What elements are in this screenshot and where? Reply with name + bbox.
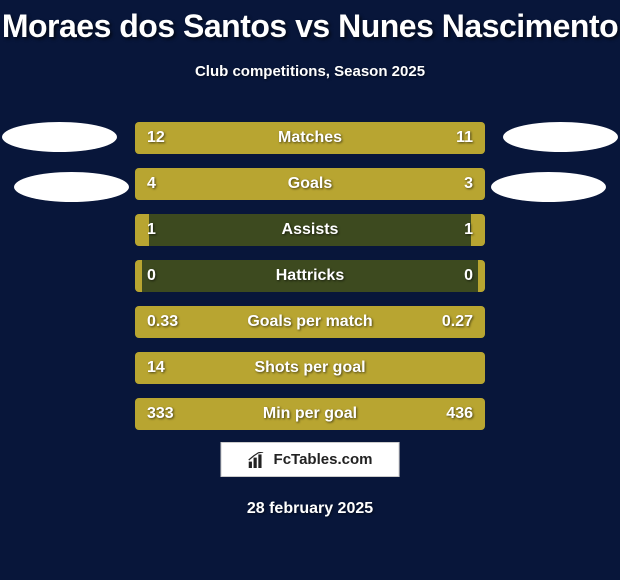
- stat-row: 4Goals3: [135, 168, 485, 200]
- attribution-badge: FcTables.com: [221, 442, 400, 477]
- player-right-photo-placeholder-2: [491, 172, 606, 202]
- player-left-photo-placeholder-1: [2, 122, 117, 152]
- stat-value-right: 11: [456, 122, 473, 154]
- stat-label: Goals: [135, 168, 485, 200]
- stat-label: Matches: [135, 122, 485, 154]
- stat-label: Hattricks: [135, 260, 485, 292]
- stat-row: 0Hattricks0: [135, 260, 485, 292]
- stat-value-right: 0: [464, 260, 473, 292]
- player-right-photo-placeholder-1: [503, 122, 618, 152]
- stat-label: Goals per match: [135, 306, 485, 338]
- stat-value-right: 1: [464, 214, 473, 246]
- stat-label: Assists: [135, 214, 485, 246]
- stat-row: 1Assists1: [135, 214, 485, 246]
- stat-row: 0.33Goals per match0.27: [135, 306, 485, 338]
- stat-row: 14Shots per goal: [135, 352, 485, 384]
- stat-row: 12Matches11: [135, 122, 485, 154]
- stat-label: Min per goal: [135, 398, 485, 430]
- page-subtitle: Club competitions, Season 2025: [0, 63, 620, 80]
- date-label: 28 february 2025: [0, 500, 620, 518]
- comparison-bars: 12Matches11 4Goals3 1Assists1 0Hattricks0 0.…: [135, 122, 485, 444]
- stat-value-right: 436: [446, 398, 473, 430]
- stat-value-right: 3: [464, 168, 473, 200]
- page-title: Moraes dos Santos vs Nunes Nascimento: [0, 0, 620, 45]
- stat-row: 333Min per goal436: [135, 398, 485, 430]
- stat-label: Shots per goal: [135, 352, 485, 384]
- attribution-text: FcTables.com: [274, 451, 373, 468]
- player-left-photo-placeholder-2: [14, 172, 129, 202]
- stat-value-right: 0.27: [442, 306, 473, 338]
- chart-icon: [248, 452, 268, 468]
